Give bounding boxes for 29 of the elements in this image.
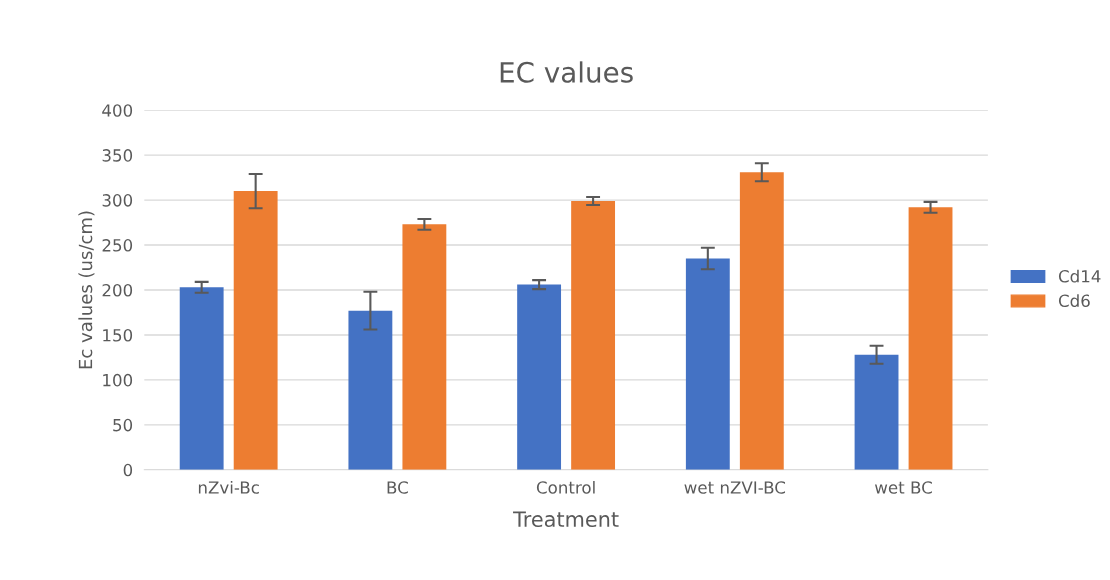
- bar: [233, 191, 278, 470]
- y-tick-label: 250: [102, 239, 133, 252]
- y-tick-label: 400: [102, 104, 133, 117]
- x-tick-label: wet nZVI-BC: [684, 481, 786, 494]
- bar: [402, 224, 447, 470]
- chart-title: EC values: [500, 61, 633, 83]
- bar: [348, 310, 393, 470]
- y-tick-label: 50: [113, 418, 133, 432]
- y-tick-label: 150: [103, 328, 133, 342]
- y-tick-label: 300: [102, 194, 133, 207]
- x-tick-label: wet BC: [874, 481, 932, 494]
- y-tick-label: 0: [123, 463, 133, 477]
- legend-label: Cd14: [1058, 269, 1101, 283]
- legend-label: Cd6: [1058, 294, 1090, 308]
- bar: [854, 354, 899, 470]
- y-axis-title: Ec values (us/cm): [78, 211, 95, 369]
- bar: [179, 287, 224, 470]
- y-tick-label: 350: [102, 149, 133, 162]
- x-tick-label: Control: [536, 480, 595, 494]
- y-tick-label: 100: [103, 373, 133, 387]
- bar: [908, 207, 953, 470]
- x-axis-title: Treatment: [513, 511, 619, 528]
- bar: [517, 284, 562, 470]
- bar: [685, 258, 730, 470]
- y-tick-label: 200: [102, 283, 133, 297]
- bar: [739, 172, 784, 470]
- x-tick-label: BC: [387, 481, 408, 494]
- x-tick-label: nZvi-Bc: [198, 480, 259, 494]
- bar: [571, 201, 616, 470]
